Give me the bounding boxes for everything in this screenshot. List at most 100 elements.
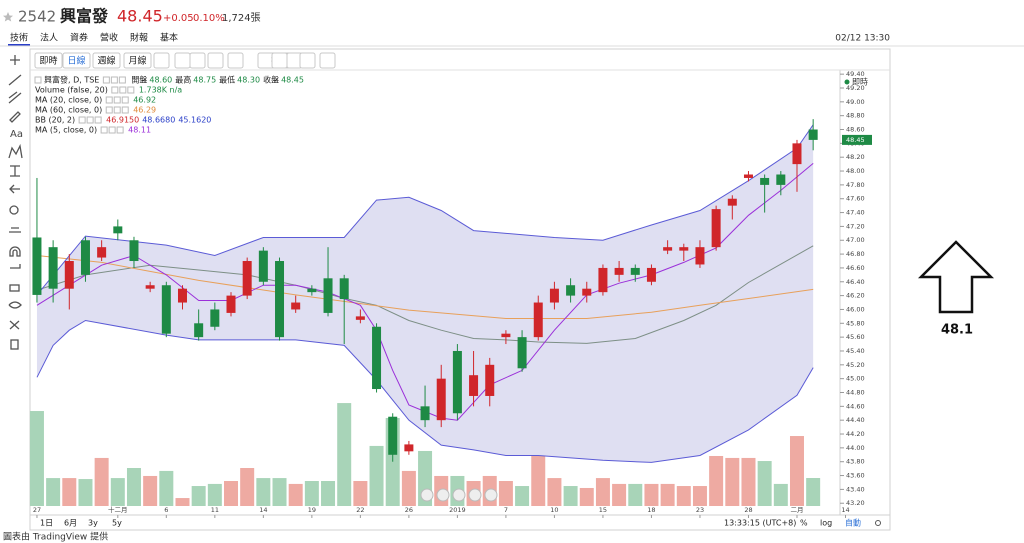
toolbar-icon-button[interactable]	[153, 52, 170, 69]
y-tick-label: 49.40	[846, 70, 865, 78]
toolbar-icon-button[interactable]	[174, 52, 191, 69]
volume-bar	[644, 483, 659, 506]
settings-button[interactable]	[875, 520, 881, 526]
volume-bar	[595, 478, 610, 506]
legend: 興富發, D, TSE 開盤 48.60 最高 48.75 最低 48.30 收盤 48.45 V…	[34, 75, 304, 135]
brush-tool[interactable]	[9, 111, 21, 123]
toolbar-label[interactable]: 月線	[128, 55, 146, 67]
legend-icon[interactable]	[127, 86, 135, 94]
channel-tool[interactable]	[8, 91, 22, 104]
y-tick-label: 47.00	[846, 236, 865, 244]
candle-body	[727, 198, 737, 206]
left-tools: Aa	[8, 55, 23, 350]
trash-tool[interactable]	[10, 339, 19, 350]
tab[interactable]: 營收	[100, 32, 118, 44]
fib-tool[interactable]	[10, 165, 20, 177]
volume-bar	[579, 487, 594, 506]
legend-icon[interactable]	[105, 96, 113, 104]
volume-bar	[563, 486, 578, 506]
legend-icon[interactable]	[118, 76, 126, 84]
candle-body	[258, 250, 268, 282]
candle-body	[177, 288, 187, 303]
toolbar-button[interactable]	[34, 52, 63, 69]
percent-toggle[interactable]: %	[800, 519, 808, 528]
pattern-tool[interactable]	[8, 143, 23, 159]
remove-tools[interactable]	[9, 320, 20, 330]
legend-icon[interactable]	[100, 126, 108, 134]
legend-icon[interactable]	[78, 116, 86, 124]
candle-body	[533, 302, 543, 338]
tab[interactable]: 技術	[10, 32, 28, 44]
ohlc-label: 最高	[175, 75, 191, 85]
range-button[interactable]: 6月	[64, 519, 77, 528]
star-icon[interactable]	[3, 12, 13, 22]
zoom-in[interactable]	[468, 488, 482, 502]
crosshair-tool[interactable]	[10, 55, 20, 65]
legend-icon[interactable]	[105, 106, 113, 114]
measure-tool[interactable]	[9, 227, 21, 233]
toolbar-label[interactable]: 週線	[97, 55, 115, 67]
magnet-tool[interactable]	[9, 246, 21, 257]
arrow-tool[interactable]	[9, 184, 20, 194]
candle-body	[646, 267, 656, 282]
toolbar-label[interactable]: 即時	[39, 56, 57, 67]
tab[interactable]: 基本	[160, 32, 178, 44]
volume-bar	[531, 455, 546, 506]
legend-icon[interactable]	[116, 126, 124, 134]
auto-toggle[interactable]: 自動	[845, 518, 861, 528]
y-tick-label: 49.00	[846, 98, 865, 106]
candle-body	[161, 285, 171, 334]
x-tick-label: 28	[744, 506, 752, 514]
zoom-out[interactable]	[436, 488, 450, 502]
volume-bar	[46, 478, 61, 506]
x-tick-label: 十二月	[108, 505, 128, 514]
legend-icon[interactable]	[34, 76, 42, 84]
legend-icon[interactable]	[113, 106, 121, 114]
range-button[interactable]: 1日	[40, 519, 53, 528]
toolbar-label[interactable]: 日線	[67, 55, 85, 67]
legend-icon[interactable]	[86, 116, 94, 124]
legend-icon[interactable]	[119, 86, 127, 94]
candle-body	[194, 323, 204, 338]
tab[interactable]: 財報	[130, 32, 148, 44]
hide-tool[interactable]	[8, 301, 22, 309]
legend-icon[interactable]	[108, 126, 116, 134]
toolbar-button[interactable]	[62, 52, 91, 69]
candle-body	[275, 261, 285, 338]
legend-icon[interactable]	[110, 76, 118, 84]
toolbar-button[interactable]	[92, 52, 121, 69]
x-tick-label: 19	[308, 506, 316, 514]
text-tool-icon[interactable]: Aa	[10, 129, 23, 140]
toolbar-icon-button[interactable]	[227, 52, 244, 69]
volume-bar	[741, 457, 756, 506]
candle-body	[145, 285, 155, 289]
toolbar-button[interactable]	[123, 52, 152, 69]
lock-draw-tool[interactable]	[10, 264, 21, 269]
legend-icon[interactable]	[121, 96, 129, 104]
toolbar-icon-button[interactable]	[299, 52, 316, 69]
tab[interactable]: 法人	[40, 32, 58, 44]
candle-body	[452, 350, 462, 414]
reset[interactable]	[452, 488, 466, 502]
toolbar-icon-button[interactable]	[319, 52, 336, 69]
candle-body	[792, 143, 802, 165]
range-button[interactable]: 5y	[112, 519, 122, 528]
legend-icon[interactable]	[121, 106, 129, 114]
legend-icon[interactable]	[113, 96, 121, 104]
ma-line	[36, 163, 814, 421]
line-tool[interactable]	[8, 74, 22, 86]
legend-icon[interactable]	[94, 116, 102, 124]
toolbar-icon-button[interactable]	[207, 52, 224, 69]
lock-tool[interactable]	[9, 284, 20, 292]
log-toggle[interactable]: log	[820, 519, 832, 528]
toolbar-icon-button[interactable]	[189, 52, 206, 69]
toolbar-icon-button[interactable]	[271, 52, 288, 69]
legend-icon[interactable]	[111, 86, 119, 94]
scroll-right[interactable]	[484, 488, 498, 502]
zoom-tool[interactable]	[9, 205, 19, 215]
legend-icon[interactable]	[102, 76, 110, 84]
tab[interactable]: 資券	[70, 32, 88, 44]
range-button[interactable]: 3y	[88, 519, 98, 528]
candle-body	[80, 240, 90, 275]
scroll-left[interactable]	[420, 488, 434, 502]
